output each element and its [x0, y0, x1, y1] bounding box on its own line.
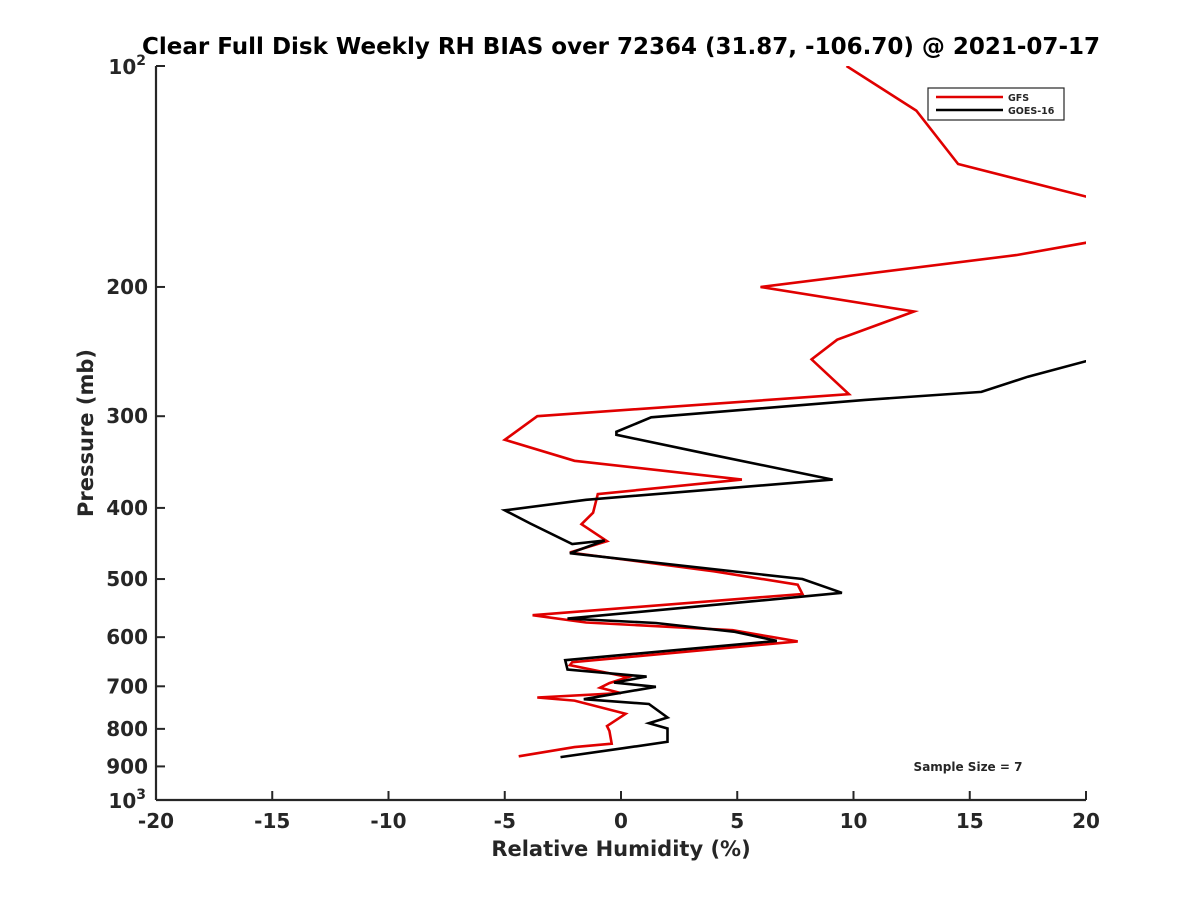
y-tick-label: 900 [106, 754, 148, 778]
legend-label-goes-16: GOES-16 [1008, 106, 1055, 117]
x-tick-label: -15 [254, 809, 290, 833]
x-axis-label: Relative Humidity (%) [491, 837, 750, 861]
y-axis-label: Pressure (mb) [74, 349, 98, 517]
y-tick-label: 700 [106, 674, 148, 698]
sample-size-annotation: Sample Size = 7 [914, 760, 1023, 774]
x-tick-label: -10 [370, 809, 406, 833]
legend: GFS GOES-16 [927, 87, 1065, 121]
x-tick-label: 5 [730, 809, 744, 833]
legend-box [927, 87, 1065, 121]
series-lines [500, 66, 1086, 759]
x-tick-label: -20 [138, 809, 174, 833]
y-tick-label: 800 [106, 717, 148, 741]
y-tick-label: 400 [106, 496, 148, 520]
x-tick-label: -5 [494, 809, 516, 833]
legend-label-gfs: GFS [1008, 93, 1029, 104]
series-layer [500, 66, 1086, 759]
x-tick-label: 20 [1072, 809, 1100, 833]
series-line-goes-16 [500, 359, 1086, 759]
x-tick-label: 15 [956, 809, 984, 833]
y-tick-label-power: 102 [108, 53, 146, 79]
chart-title: Clear Full Disk Weekly RH BIAS over 7236… [142, 34, 1100, 60]
axes-layer: -20 -15 -10 -5 0 5 10 15 20 200 300 400 500 600 700 800… [106, 53, 1100, 833]
y-tick-label: 600 [106, 625, 148, 649]
y-tick-label: 200 [106, 275, 148, 299]
series-line-gfs [501, 66, 1086, 758]
x-tick-label: 0 [614, 809, 628, 833]
y-tick-label: 300 [106, 404, 148, 428]
x-tick-label: 10 [840, 809, 868, 833]
y-tick-label: 500 [106, 567, 148, 591]
